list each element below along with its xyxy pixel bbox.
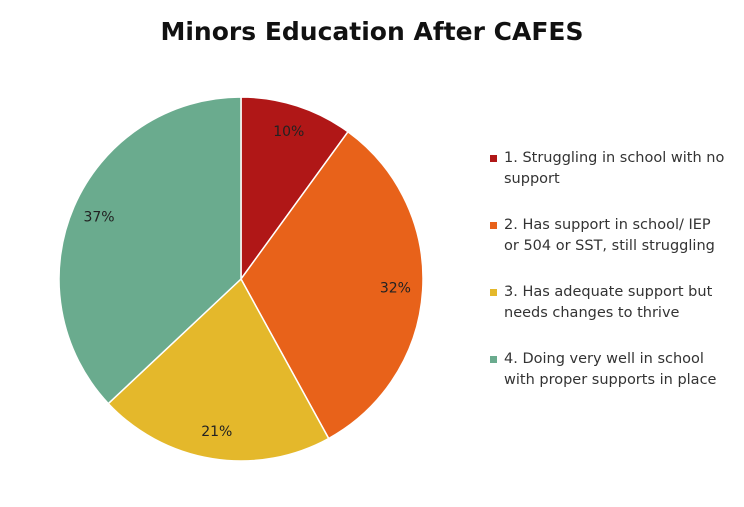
- legend-label: 3. Has adequate support but needs change…: [504, 284, 713, 321]
- data-label: 10%: [273, 124, 304, 140]
- legend-item: 3. Has adequate support but needs change…: [490, 282, 730, 324]
- pie-slice: [240, 96, 350, 282]
- legend-label: 4. Doing very well in school with proper…: [504, 351, 717, 388]
- legend-label: 2. Has support in school/ IEP or 504 or …: [504, 217, 715, 254]
- legend-swatch: [490, 155, 497, 162]
- legend-swatch: [490, 289, 497, 296]
- pie-slice: [107, 277, 330, 462]
- data-label: 32%: [380, 281, 411, 297]
- legend-item: 2. Has support in school/ IEP or 504 or …: [490, 215, 730, 257]
- data-label: 21%: [201, 424, 232, 440]
- data-label: 37%: [83, 210, 114, 226]
- pie-slice: [240, 130, 424, 440]
- chart-title: Minors Education After CAFES: [160, 17, 583, 46]
- legend-swatch: [490, 222, 497, 229]
- legend-item: 1. Struggling in school with no support: [490, 148, 730, 190]
- pie-slice: [58, 96, 242, 405]
- legend: 1. Struggling in school with no support 2…: [490, 148, 730, 416]
- legend-item: 4. Doing very well in school with proper…: [490, 349, 730, 391]
- legend-label: 1. Struggling in school with no support: [504, 150, 725, 187]
- legend-swatch: [490, 356, 497, 363]
